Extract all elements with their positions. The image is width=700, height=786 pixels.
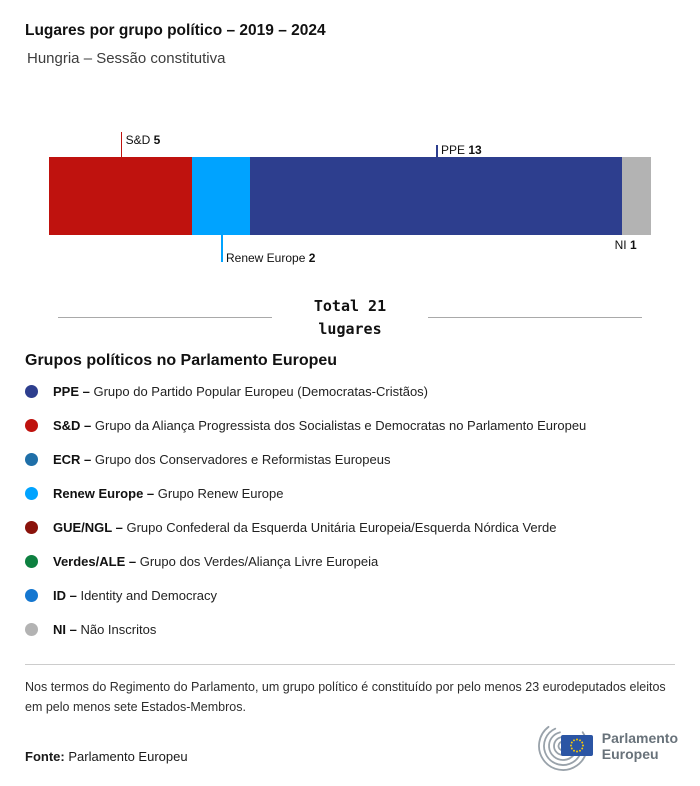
total-line1: Total 21 — [313, 297, 387, 315]
total-line2: lugares — [318, 319, 382, 338]
total-label: Total 21 lugares — [272, 295, 428, 340]
ep-logo-text: Parlamento Europeu — [602, 730, 678, 762]
bar-labels-bottom: Renew Europe 2 NI 1 — [49, 235, 651, 265]
legend-label-gue-ngl: GUE/NGL – Grupo Confederal da Esquerda U… — [53, 519, 557, 535]
footnote: Nos termos do Regimento do Parlamento, u… — [25, 680, 666, 714]
legend-item-ecr: ECR – Grupo dos Conservadores e Reformis… — [25, 442, 675, 476]
legend-dot-id — [25, 588, 38, 602]
legend-item-ni: NI – Não Inscritos — [25, 612, 675, 646]
legend-label-verdes-ale: Verdes/ALE – Grupo dos Verdes/Aliança Li… — [53, 553, 379, 569]
legend-dot-renew-europe — [25, 486, 38, 500]
bar-segment-s-d[interactable] — [49, 157, 193, 235]
segment-label-renew-europe: Renew Europe 2 — [225, 251, 316, 265]
label-tick-ppe — [436, 145, 438, 157]
page-title: Lugares por grupo político – 2019 – 2024 — [25, 22, 326, 39]
legend-item-gue-ngl: GUE/NGL – Grupo Confederal da Esquerda U… — [25, 510, 675, 544]
legend-dot-ppe — [25, 384, 38, 398]
legend-item-renew-europe: Renew Europe – Grupo Renew Europe — [25, 476, 675, 510]
ep-logo: Parlamento Europeu — [534, 718, 678, 774]
source-value: Parlamento Europeu — [68, 749, 188, 764]
seats-stacked-bar-chart: S&D 5 PPE 13 Renew Europe 2 NI 1 — [49, 127, 651, 265]
legend-list: PPE – Grupo do Partido Popular Europeu (… — [25, 374, 675, 646]
legend-dot-ni — [25, 622, 38, 636]
divider-right — [428, 317, 642, 318]
divider-left — [58, 317, 272, 318]
page-subtitle: Hungria – Sessão constitutiva — [27, 50, 226, 67]
segment-label-ppe: PPE 13 — [441, 143, 482, 157]
footnote-divider — [25, 664, 675, 665]
ep-logo-line1: Parlamento — [601, 729, 678, 746]
label-tick-renew-europe — [221, 235, 223, 262]
legend-item-verdes-ale: Verdes/ALE – Grupo dos Verdes/Aliança Li… — [25, 544, 675, 578]
legend-item-s-d: S&D – Grupo da Aliança Progressista dos … — [25, 408, 675, 442]
bar-segment-ni[interactable] — [622, 157, 651, 235]
legend-dot-verdes-ale — [25, 554, 38, 568]
segment-label-s-d: S&D 5 — [125, 133, 161, 147]
legend-heading: Grupos políticos no Parlamento Europeu — [25, 352, 338, 369]
label-tick-s-d — [120, 132, 123, 157]
ep-hemicycle-icon — [534, 718, 596, 774]
legend-label-ecr: ECR – Grupo dos Conservadores e Reformis… — [53, 451, 391, 467]
segment-label-ni: NI 1 — [614, 238, 637, 252]
legend-item-id: ID – Identity and Democracy — [25, 578, 675, 612]
ep-logo-line2: Europeu — [601, 746, 659, 762]
legend-dot-ecr — [25, 452, 38, 466]
source-line: Fonte: Parlamento Europeu — [25, 749, 188, 764]
legend-label-s-d: S&D – Grupo da Aliança Progressista dos … — [53, 417, 587, 433]
bar-segment-renew-europe[interactable] — [192, 157, 250, 235]
legend-label-id: ID – Identity and Democracy — [53, 587, 218, 603]
legend-label-ni: NI – Não Inscritos — [53, 621, 157, 637]
legend-label-renew-europe: Renew Europe – Grupo Renew Europe — [53, 485, 284, 501]
legend-dot-s-d — [25, 418, 38, 432]
footer: Fonte: Parlamento Europeu — [25, 718, 678, 774]
bar-labels-top: S&D 5 PPE 13 — [49, 127, 651, 157]
legend-label-ppe: PPE – Grupo do Partido Popular Europeu (… — [53, 383, 429, 399]
total-row: Total 21 lugares — [58, 295, 642, 340]
eu-flag-icon — [560, 735, 593, 756]
legend-dot-gue-ngl — [25, 520, 38, 534]
legend-item-ppe: PPE – Grupo do Partido Popular Europeu (… — [25, 374, 675, 408]
stacked-bar — [49, 157, 651, 235]
bar-segment-ppe[interactable] — [249, 157, 623, 235]
source-label: Fonte: — [25, 749, 65, 764]
